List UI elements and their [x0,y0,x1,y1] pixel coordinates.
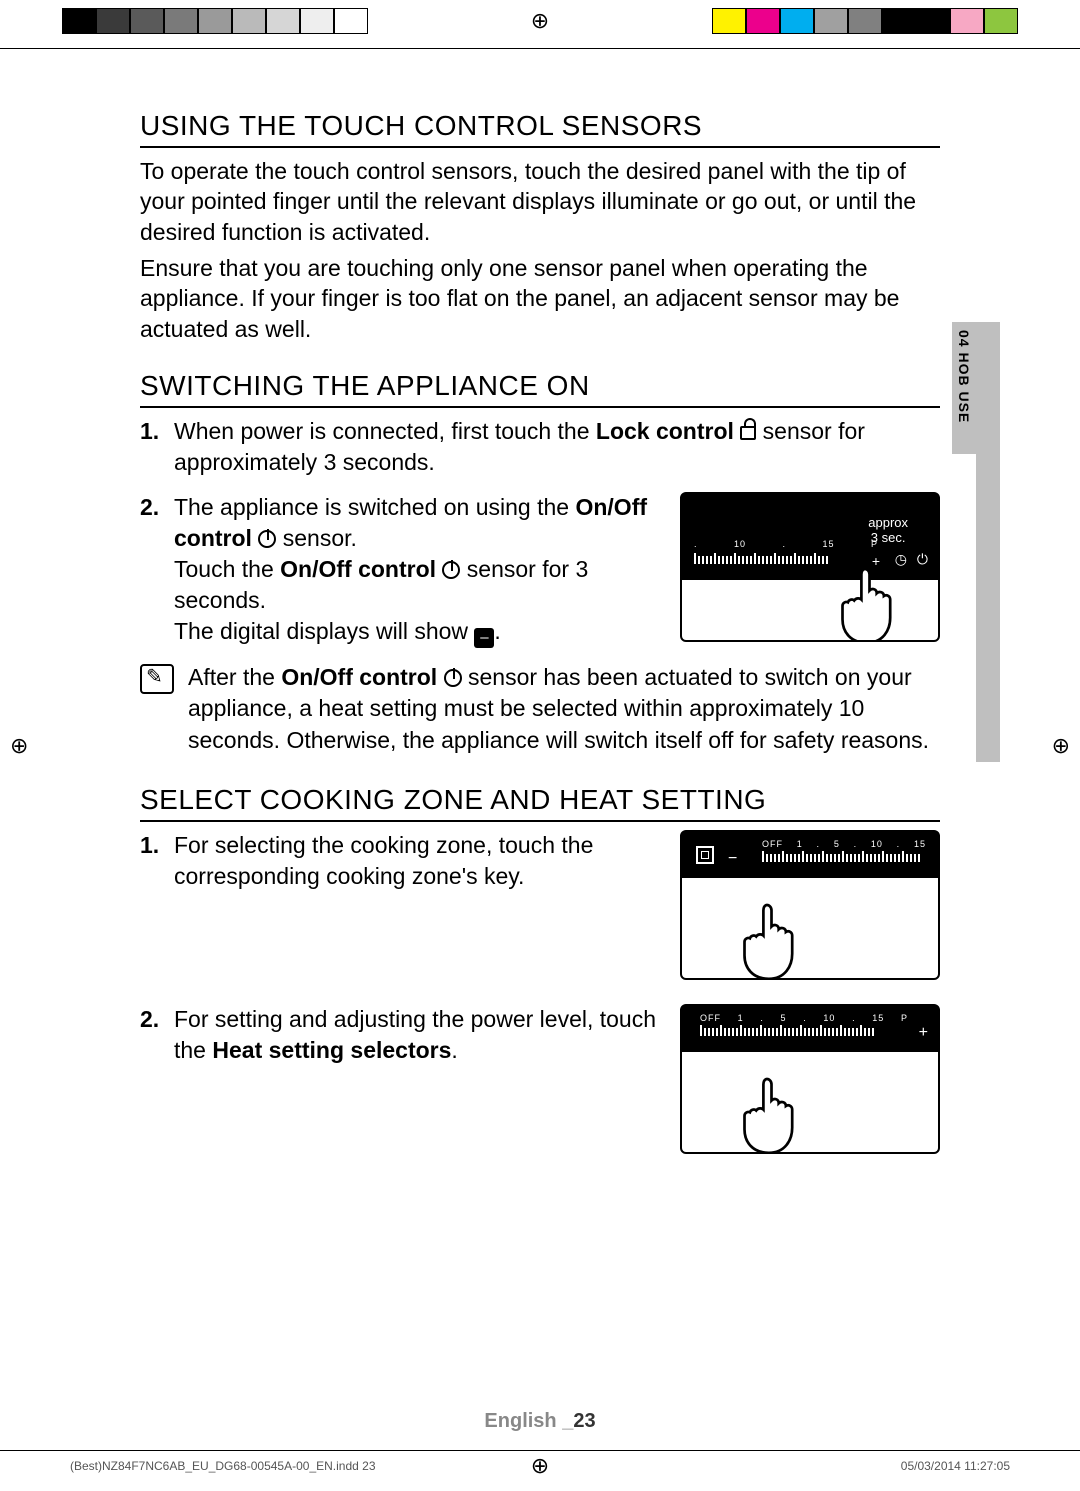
minus-icon: − [728,848,737,870]
body-paragraph: To operate the touch control sensors, to… [140,156,940,247]
note-text: After the On/Off control sensor has been… [188,662,940,755]
step-number: 1. [140,416,159,447]
chapter-thumb-tab [976,322,1000,762]
section-heading: USING THE TOUCH CONTROL SENSORS [140,110,940,148]
panel-tick-marks [762,852,926,862]
registration-mark-icon: ⊕ [531,8,549,34]
chapter-thumb-label: 04 HOB USE [956,330,972,423]
power-icon: ⏻ [917,550,928,569]
print-timestamp: 05/03/2014 11:27:05 [901,1459,1010,1473]
power-icon [258,530,276,548]
power-icon [442,561,460,579]
step-number: 1. [140,830,159,861]
print-color-bar: ⊕ [0,8,1080,34]
manual-page: ⊕ ⊕ ⊕ 04 HOB USE USING THE TOUCH CONTROL… [0,0,1080,1491]
crop-line [0,48,1080,49]
step-item: 2. The appliance is switched on using th… [140,492,940,648]
step-text: For selecting the cooking zone, touch th… [174,830,664,892]
crop-line [0,1450,1080,1451]
note-callout: After the On/Off control sensor has been… [140,662,940,755]
power-icon [444,669,462,687]
cooking-zone-icon [696,846,714,864]
control-panel-illustration: approx 3 sec. .10.15P + ◷ ⏻ [680,492,940,642]
hand-pointer-icon [820,560,910,642]
body-paragraph: Ensure that you are touching only one se… [140,253,940,344]
step-number: 2. [140,1004,159,1035]
hand-pointer-icon [722,1070,812,1154]
step-number: 2. [140,492,159,523]
panel-tick-marks [700,1026,908,1036]
digital-display-icon: – [474,628,494,648]
page-content: USING THE TOUCH CONTROL SENSORS To opera… [140,110,940,1180]
section-select-zone: SELECT COOKING ZONE AND HEAT SETTING 1. … [140,784,940,1154]
step-item: 1. For selecting the cooking zone, touch… [140,830,940,980]
section-touch-sensors: USING THE TOUCH CONTROL SENSORS To opera… [140,110,940,344]
lock-icon [740,426,756,440]
step-text: The appliance is switched on using the O… [174,492,664,648]
panel-tick-labels: .10.15P [694,538,878,550]
control-panel-illustration: OFF1.5.10.15P + [680,1004,940,1154]
step-text: For setting and adjusting the power leve… [174,1004,664,1066]
registration-mark-icon: ⊕ [531,1453,549,1479]
registration-mark-icon: ⊕ [10,733,28,759]
plus-icon: + [919,1022,928,1044]
step-item: 2. For setting and adjusting the power l… [140,1004,940,1154]
step-item: 1. When power is connected, first touch … [140,416,940,478]
step-text: When power is connected, first touch the… [174,418,865,475]
panel-tick-labels: OFF1.5.10.15P [700,1012,908,1024]
note-icon [140,664,174,694]
hand-pointer-icon [722,896,812,980]
control-panel-illustration: − OFF1.5.10.15 [680,830,940,980]
section-heading: SELECT COOKING ZONE AND HEAT SETTING [140,784,940,822]
section-switching-on: SWITCHING THE APPLIANCE ON 1. When power… [140,370,940,755]
page-footer: English _23 [0,1410,1080,1433]
panel-tick-labels: OFF1.5.10.15 [762,838,926,850]
print-filename: (Best)NZ84F7NC6AB_EU_DG68-00545A-00_EN.i… [70,1459,376,1473]
section-heading: SWITCHING THE APPLIANCE ON [140,370,940,408]
registration-mark-icon: ⊕ [1052,733,1070,759]
